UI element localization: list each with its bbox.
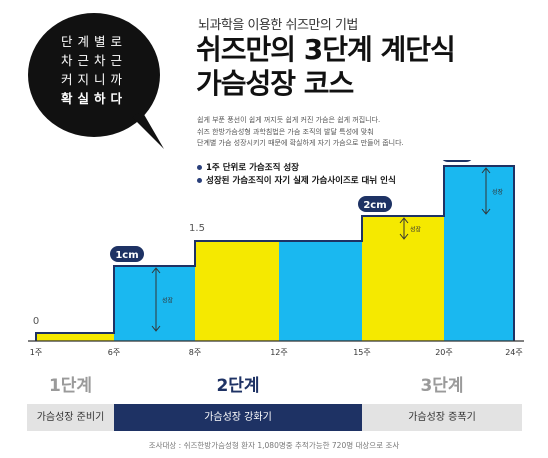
step-bar (36, 333, 114, 341)
x-tick-label: 12주 (270, 348, 288, 357)
x-tick-label: 20주 (435, 348, 453, 357)
x-tick-label: 24주 (505, 348, 523, 357)
bubble-line: 커지니까 (60, 72, 127, 87)
bullet-text: 1주 단위로 가슴조직 성장 (206, 163, 299, 173)
bubble-text: 단계별로 차근차근 커지니까 확실하다 (38, 32, 150, 108)
level-label: 0 (33, 316, 39, 327)
stage-1-label: 1단계 (48, 376, 93, 396)
growth-arrow-head (481, 208, 491, 215)
x-tick-label: 8주 (189, 348, 201, 357)
bullet-list: 1주 단위로 가슴조직 성장 성장된 가슴조직이 자기 실제 가슴사이즈로 대뉘… (197, 162, 396, 188)
bullet-icon (197, 165, 202, 170)
bullet-item: 성장된 가슴조직이 자기 실제 가슴사이즈로 대뉘 인식 (197, 175, 396, 188)
growth-arrow-head (481, 167, 491, 174)
level-badge (442, 160, 472, 162)
x-tick-label: 15주 (353, 348, 371, 357)
title-line-2: 가슴성장 코스 (196, 67, 354, 100)
growth-arrow-head (399, 233, 409, 240)
step-bar (444, 166, 514, 341)
step-outline (35, 165, 515, 341)
bubble-line: 단계별로 (60, 34, 127, 49)
stage-row: 1단계 2단계 3단계 (27, 368, 522, 404)
stage-2-sublabel: 가슴성장 강화기 (114, 404, 362, 431)
stage-2-label: 2단계 (216, 376, 260, 396)
level-badge-label: 2cm (363, 200, 386, 211)
step-bar (362, 216, 444, 341)
speech-bubble (28, 13, 164, 149)
x-tick-label: 6주 (108, 348, 120, 357)
footnote: 조사대상 : 쉬즈한방가슴성형 환자 1,080명중 추적가능한 720명 대상… (148, 441, 400, 450)
level-badge (358, 196, 392, 212)
growth-arrow-head (151, 325, 161, 332)
stage-3-sublabel: 가슴성장 증폭기 (362, 404, 522, 431)
stage-1-sublabel: 가슴성장 준비기 (27, 404, 114, 431)
page-title: 쉬즈만의 3단계 계단식 가슴성장 코스 (196, 33, 456, 101)
bubble-line: 차근차근 (60, 53, 127, 68)
growth-arrow-head (399, 217, 409, 224)
bullet-item: 1주 단위로 가슴조직 성장 (197, 162, 396, 175)
growth-label: 성장 (492, 188, 504, 196)
description: 쉽게 부푼 풍선이 쉽게 꺼지듯 쉽게 커진 가슴은 쉽게 꺼집니다. 쉬즈 한… (197, 115, 404, 150)
growth-label: 성장 (410, 226, 422, 234)
growth-label: 성장 (162, 297, 174, 305)
description-line: 쉬즈 한방가슴성형 과학침법은 가슴 조직의 발달 특성에 맞춰 (197, 127, 374, 136)
bullet-icon (197, 178, 202, 183)
step-bar (195, 241, 279, 341)
growth-arrow-head (151, 267, 161, 274)
x-tick-label: 1주 (30, 348, 42, 357)
subtitle: 뇌과학을 이용한 쉬즈만의 기법 (198, 18, 358, 33)
title-line-1: 쉬즈만의 3단계 계단식 (196, 33, 456, 66)
level-badge-label: 3cm (445, 160, 468, 161)
level-label: 1.5 (189, 223, 205, 234)
bubble-line-emphasis: 확실하다 (60, 91, 127, 106)
description-line: 쉽게 부푼 풍선이 쉽게 꺼지듯 쉽게 커진 가슴은 쉽게 꺼집니다. (197, 116, 381, 124)
step-bar (279, 241, 362, 341)
stage-bar: 가슴성장 준비기 가슴성장 강화기 가슴성장 증폭기 (27, 404, 522, 431)
stage-3-label: 3단계 (420, 376, 464, 396)
bullet-text: 성장된 가슴조직이 자기 실제 가슴사이즈로 대뉘 인식 (206, 176, 396, 186)
level-badge-label: 1cm (115, 250, 138, 261)
level-badge (110, 246, 144, 262)
description-line: 단계별 가슴 성장시키기 때문에 확실하게 자기 가슴으로 만들어 줍니다. (197, 139, 404, 147)
